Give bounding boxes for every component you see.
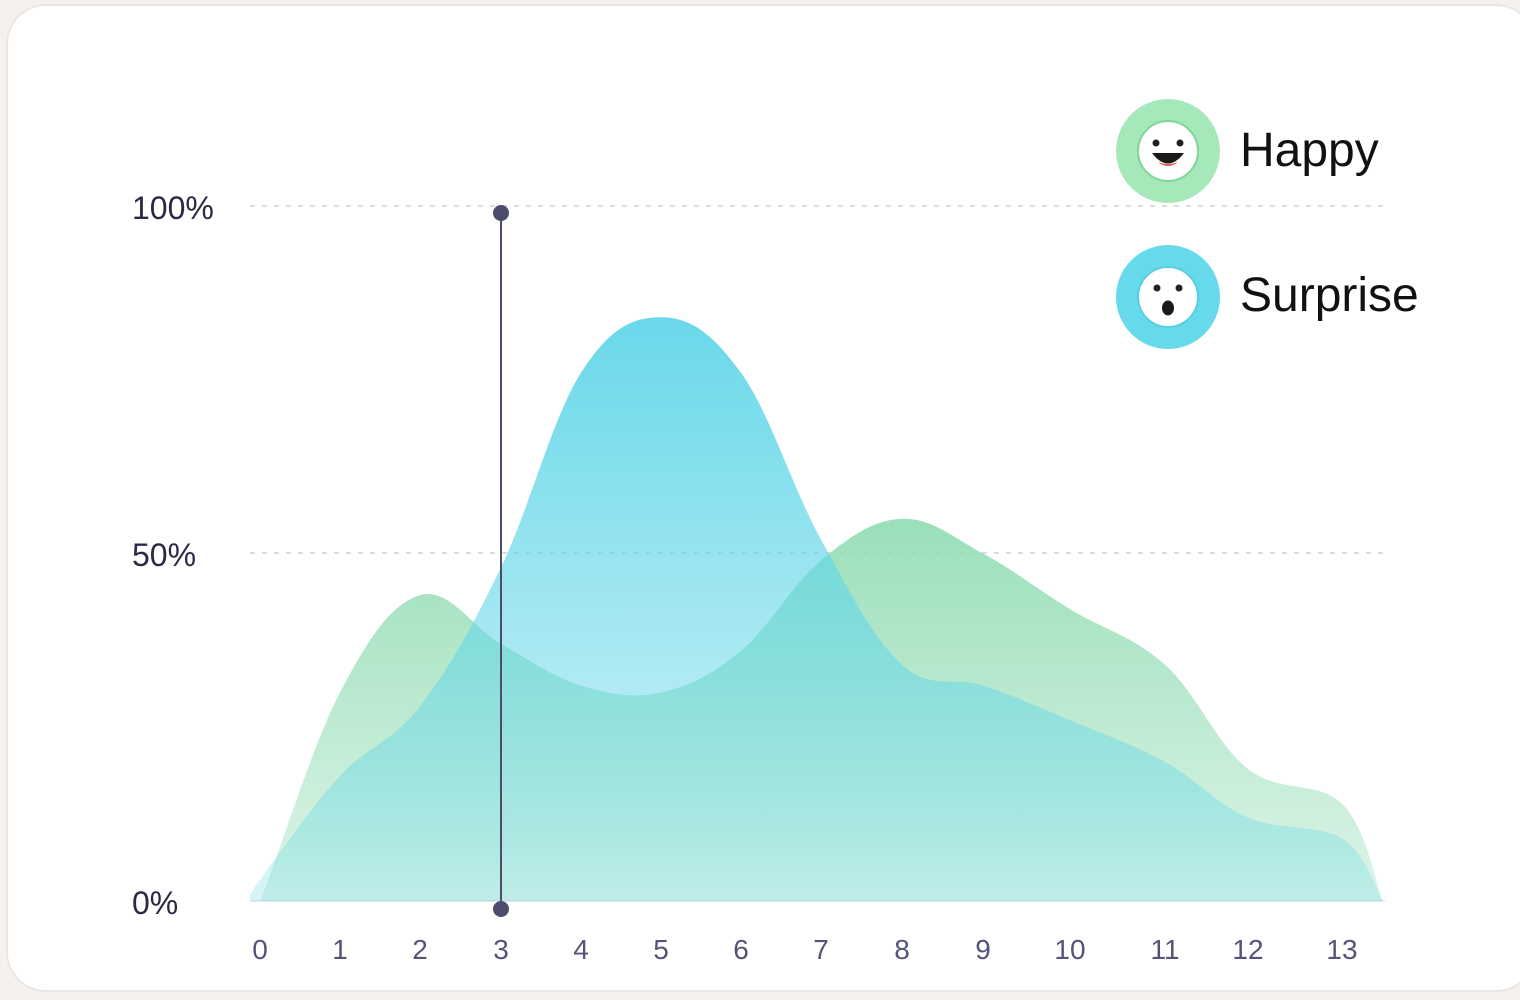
cursor-handle-bottom[interactable] <box>493 901 509 917</box>
x-tick-label: 8 <box>894 934 910 965</box>
legend-item-surprise[interactable]: Surprise <box>1116 245 1419 349</box>
x-tick-label: 6 <box>733 934 749 965</box>
x-tick-label: 13 <box>1326 934 1357 965</box>
series-area-surprise <box>249 317 1383 901</box>
x-tick-label: 3 <box>493 934 509 965</box>
y-tick-label: 0% <box>132 885 178 921</box>
x-tick-label: 9 <box>975 934 991 965</box>
legend-label-happy: Happy <box>1240 124 1379 177</box>
x-tick-label: 1 <box>332 934 348 965</box>
x-tick-label: 4 <box>573 934 589 965</box>
x-tick-label: 5 <box>653 934 669 965</box>
legend-label-surprise: Surprise <box>1240 269 1419 322</box>
legend: Happy Surprise <box>1116 99 1419 349</box>
x-tick-label: 0 <box>252 934 268 965</box>
surprised-face-icon <box>1137 266 1199 328</box>
y-tick-label: 50% <box>132 537 196 573</box>
series-areas <box>249 317 1383 901</box>
happy-face-icon <box>1137 120 1199 182</box>
x-tick-label: 7 <box>813 934 829 965</box>
cursor-handle-top[interactable] <box>493 205 509 221</box>
y-axis: 100% 50% 0% <box>132 190 214 921</box>
x-axis: 0 1 2 3 4 5 6 7 8 9 10 11 12 13 <box>252 934 1357 965</box>
x-tick-label: 10 <box>1054 934 1085 965</box>
x-tick-label: 11 <box>1150 934 1179 965</box>
x-tick-label: 2 <box>412 934 428 965</box>
legend-item-happy[interactable]: Happy <box>1116 99 1379 203</box>
y-tick-label: 100% <box>132 190 214 226</box>
hover-cursor[interactable] <box>493 205 509 917</box>
x-tick-label: 12 <box>1232 934 1263 965</box>
